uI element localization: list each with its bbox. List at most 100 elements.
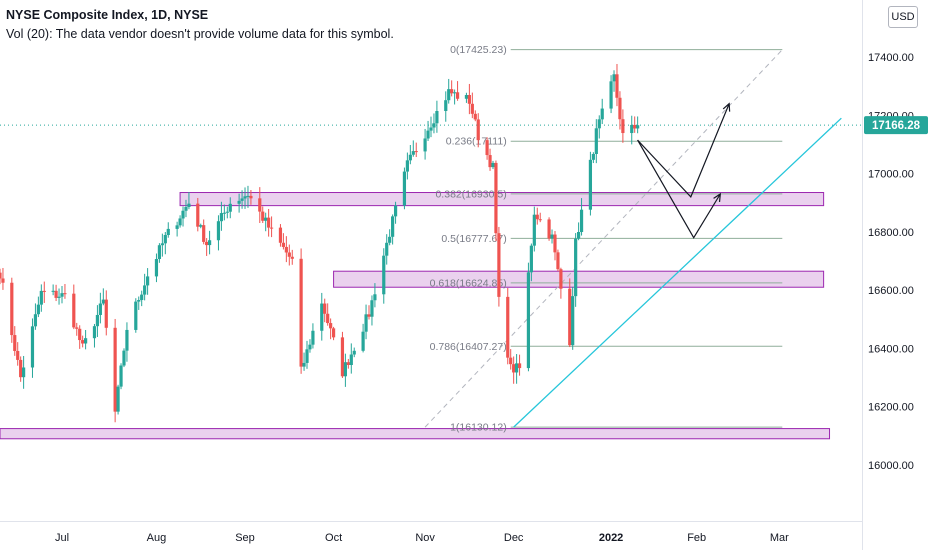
candle-body (331, 328, 336, 338)
candle-body (326, 313, 330, 324)
candle-body (75, 327, 79, 329)
candle-body (175, 225, 179, 229)
candle-body (346, 362, 350, 366)
candle-body (39, 290, 43, 305)
candle-body (636, 125, 640, 129)
candle-body (166, 228, 170, 236)
trend-line (513, 117, 842, 428)
candle-body (473, 113, 477, 120)
candle-body (78, 328, 82, 341)
candle-body (154, 259, 159, 277)
fib-level-label: 0.236(17111) (446, 136, 507, 148)
candle-body (535, 214, 539, 220)
candle-body (243, 196, 247, 199)
candle-body (526, 272, 531, 369)
candle-body (207, 240, 212, 246)
symbol-title[interactable]: NYSE Composite Index, 1D, NYSE (6, 8, 209, 22)
candle-body (119, 365, 123, 387)
candle-body (323, 303, 327, 314)
candle-body (588, 159, 593, 210)
current-price-badge: 17166.28 (864, 116, 928, 135)
candle-body (408, 154, 412, 161)
candle-body (509, 357, 513, 365)
candle-body (450, 89, 454, 94)
candle-body (249, 195, 253, 199)
fib-level-label: 1(16130.12) (450, 422, 507, 434)
candle-body (447, 89, 451, 101)
projection-path-lower (637, 139, 721, 239)
candle-body (178, 218, 182, 226)
candle-body (57, 296, 61, 298)
candle-body (432, 123, 436, 128)
candle-body (146, 276, 150, 286)
fib-level-label: 0.5(16777.67) (441, 233, 506, 245)
candle-body (216, 221, 221, 241)
candle-body (426, 130, 430, 139)
candle-body (455, 92, 460, 99)
candle-body (246, 195, 250, 197)
currency-button[interactable]: USD (888, 6, 918, 28)
candle-body (222, 212, 226, 214)
candle-body (553, 234, 557, 253)
y-tick-label: 17000.00 (868, 169, 914, 181)
candle-body (597, 119, 601, 129)
candle-body (269, 227, 274, 229)
candle-body (19, 359, 23, 378)
candle-body (329, 323, 333, 329)
current-price-label: 17166.28 (872, 120, 921, 132)
candle-body (532, 214, 536, 246)
candle-body (568, 288, 572, 346)
x-tick-label: Sep (235, 532, 255, 544)
candle-body (435, 111, 439, 124)
candle-body (538, 219, 542, 221)
candle-body (550, 234, 554, 239)
candle-body (30, 326, 35, 368)
candle-body (72, 293, 76, 328)
candle-body (547, 219, 551, 239)
candle-body (491, 162, 495, 168)
price-axis-divider (862, 0, 863, 550)
candle-body (281, 242, 285, 247)
candle-body (467, 95, 471, 104)
candle-body (612, 74, 616, 82)
candle-body (340, 337, 345, 377)
candle-body (391, 216, 395, 237)
candle-body (464, 95, 469, 99)
candle-body (373, 294, 377, 301)
candle-body (579, 209, 584, 232)
candle-body (352, 350, 356, 355)
candle-body (125, 329, 129, 351)
candle-body (137, 300, 141, 302)
candle-body (16, 350, 20, 360)
y-tick-label: 16600.00 (868, 285, 914, 297)
candle-body (393, 205, 398, 217)
candle-body (36, 304, 40, 315)
projection-arrowhead (722, 102, 731, 112)
x-tick-label: Oct (325, 532, 342, 544)
candle-body (343, 362, 347, 377)
candle-body (0, 272, 2, 279)
x-tick-label: Nov (415, 532, 435, 544)
candle-body (163, 235, 167, 244)
candle-body (320, 303, 324, 331)
candle-body (122, 350, 126, 366)
candle-body (361, 331, 365, 351)
candle-body (485, 140, 489, 156)
fib-level-label: 0.382(16930.5) (435, 188, 506, 200)
candle-body (423, 138, 427, 152)
candle-body (476, 119, 480, 141)
candle-body (308, 344, 312, 350)
chart-legend: NYSE Composite Index, 1D, NYSE Vol (20):… (6, 8, 394, 41)
candle-body (134, 301, 138, 330)
candle-body (237, 200, 241, 204)
candle-body (116, 386, 120, 412)
candle-body (591, 153, 595, 160)
candle-body (13, 335, 17, 351)
fib-level-label: 0.618(16624.85) (430, 277, 507, 289)
candle-body (429, 127, 433, 131)
candle-body (264, 217, 268, 221)
candle-body (290, 256, 294, 259)
candle-body (33, 314, 38, 327)
